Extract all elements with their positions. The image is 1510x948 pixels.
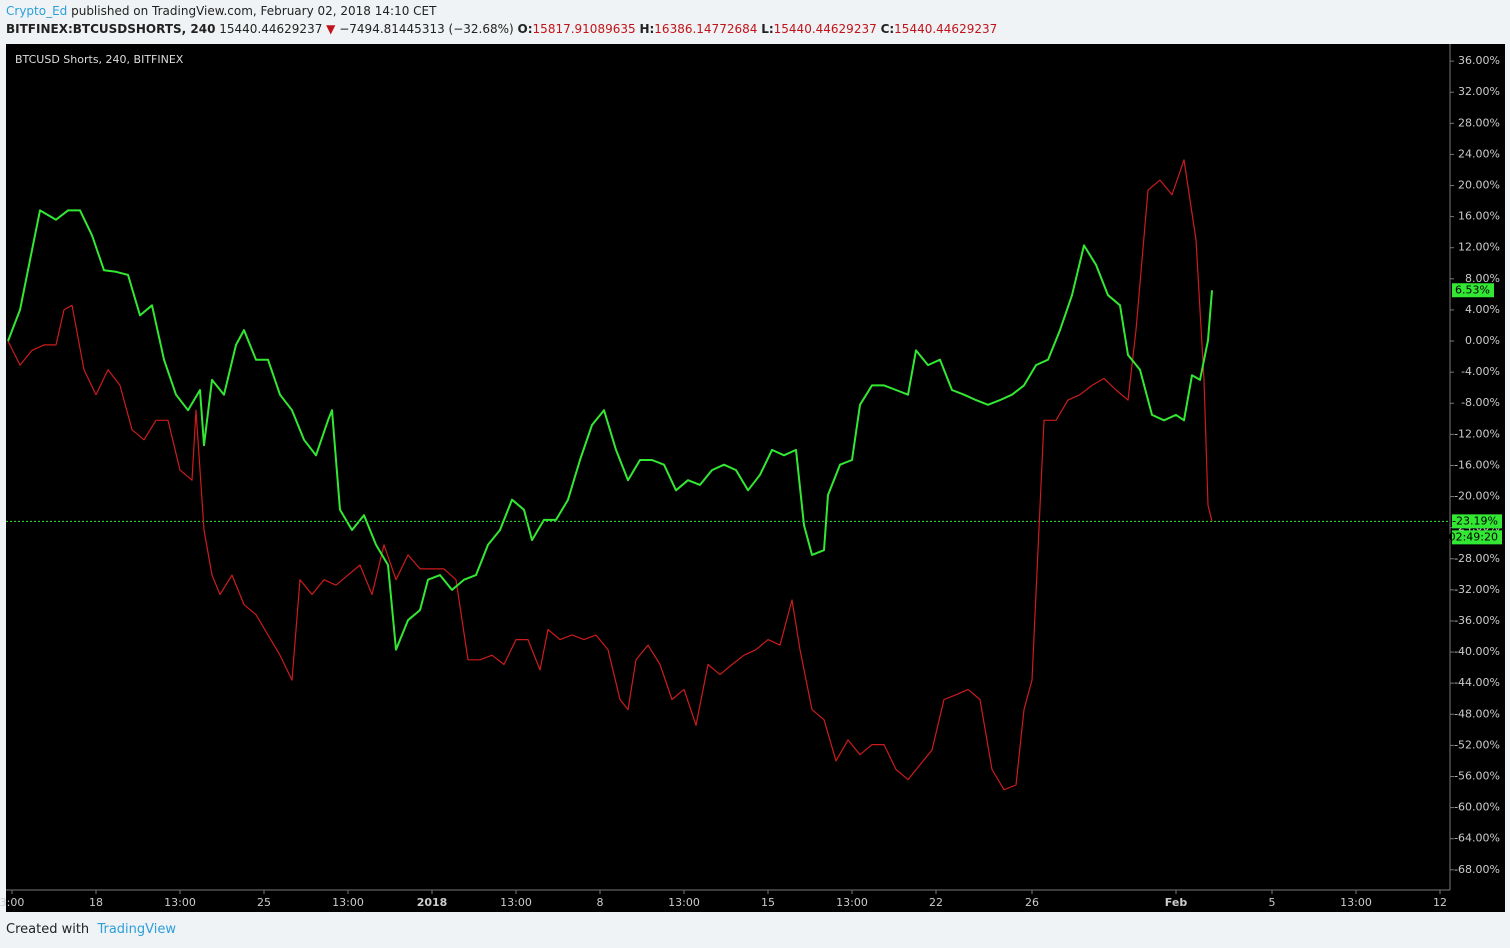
- publish-line: Crypto_Ed published on TradingView.com, …: [6, 4, 436, 18]
- y-tick-label: -20.00%: [1454, 490, 1500, 503]
- y-tick-label: 0.00%: [1465, 334, 1500, 347]
- author[interactable]: Crypto_Ed: [6, 4, 68, 18]
- x-tick-label: 13:00: [1340, 896, 1372, 909]
- created: Created with: [6, 922, 90, 937]
- footer: Created with TradingView: [6, 922, 176, 937]
- y-tick-label: -36.00%: [1454, 614, 1500, 627]
- y-tick-label: -52.00%: [1454, 738, 1500, 751]
- series-line: [7, 209, 1213, 651]
- last: 15440.44629237: [219, 22, 323, 36]
- open: 15817.91089635: [532, 22, 636, 36]
- chart-background: [6, 44, 1505, 912]
- brand[interactable]: TradingView: [97, 922, 176, 937]
- y-tick-label: -4.00%: [1461, 365, 1500, 378]
- x-tick-label: 13:00: [668, 896, 700, 909]
- series-line: [7, 159, 1213, 791]
- low: 15440.44629237: [773, 22, 877, 36]
- published: published on TradingView.com, February 0…: [67, 4, 437, 18]
- y-tick-label: -8.00%: [1461, 396, 1500, 409]
- y-tick-label: -44.00%: [1454, 676, 1500, 689]
- countdown-label: 02:49:20: [1449, 530, 1498, 543]
- price-tag-label: -23.19%: [1452, 514, 1498, 527]
- y-tick-label: 36.00%: [1458, 54, 1500, 67]
- y-tick-label: -28.00%: [1454, 552, 1500, 565]
- y-tick-label: 24.00%: [1458, 147, 1500, 160]
- y-tick-label: 4.00%: [1465, 303, 1500, 316]
- countdown-tag: [1452, 530, 1502, 545]
- price-tag: [1452, 514, 1502, 529]
- x-tick-label: 26: [1025, 896, 1039, 909]
- y-tick-label: -40.00%: [1454, 645, 1500, 658]
- x-tick-label: 3:00: [0, 896, 24, 909]
- y-tick-label: -64.00%: [1454, 832, 1500, 845]
- x-tick-label: Feb: [1165, 896, 1188, 909]
- y-tick-label: -56.00%: [1454, 769, 1500, 782]
- x-tick-label: 13:00: [836, 896, 868, 909]
- high: 16386.14772684: [654, 22, 758, 36]
- x-tick-label: 15: [761, 896, 775, 909]
- quote-line: BITFINEX:BTCUSDSHORTS, 240 15440.4462923…: [6, 22, 997, 36]
- y-tick-label: -60.00%: [1454, 801, 1500, 814]
- y-tick-label: -48.00%: [1454, 707, 1500, 720]
- x-tick-label: 18: [89, 896, 103, 909]
- arrow: ▼: [326, 22, 336, 36]
- y-tick-label: -68.00%: [1454, 863, 1500, 876]
- close: 15440.44629237: [894, 22, 998, 36]
- close-label: C:: [880, 22, 895, 36]
- y-tick-label: -12.00%: [1454, 427, 1500, 440]
- x-tick-label: 2018: [417, 896, 448, 909]
- x-tick-label: 8: [597, 896, 604, 909]
- y-tick-label: -32.00%: [1454, 583, 1500, 596]
- y-tick-label: 16.00%: [1458, 210, 1500, 223]
- high-label: H:: [639, 22, 655, 36]
- y-tick-label: -16.00%: [1454, 458, 1500, 471]
- change: −7494.81445313 (−32.68%): [339, 22, 514, 36]
- y-tick-label: 32.00%: [1458, 85, 1500, 98]
- x-tick-label: 13:00: [164, 896, 196, 909]
- low-label: L:: [761, 22, 774, 36]
- y-tick-label: 20.00%: [1458, 179, 1500, 192]
- x-tick-label: 5: [1269, 896, 1276, 909]
- last-tag: [1452, 283, 1494, 298]
- x-tick-label: 22: [929, 896, 943, 909]
- y-tick-label: 8.00%: [1465, 272, 1500, 285]
- open-label: O:: [517, 22, 533, 36]
- x-tick-label: 12: [1433, 896, 1447, 909]
- x-tick-label: 25: [257, 896, 271, 909]
- x-tick-label: 13:00: [500, 896, 532, 909]
- y-tick-label: 28.00%: [1458, 116, 1500, 129]
- symbol: BITFINEX:BTCUSDSHORTS, 240: [6, 22, 216, 36]
- last-tag-label: 6.53%: [1455, 283, 1490, 296]
- chart-label: BTCUSD Shorts, 240, BITFINEX: [15, 53, 184, 66]
- x-tick-label: 13:00: [332, 896, 364, 909]
- y-tick-label: 12.00%: [1458, 241, 1500, 254]
